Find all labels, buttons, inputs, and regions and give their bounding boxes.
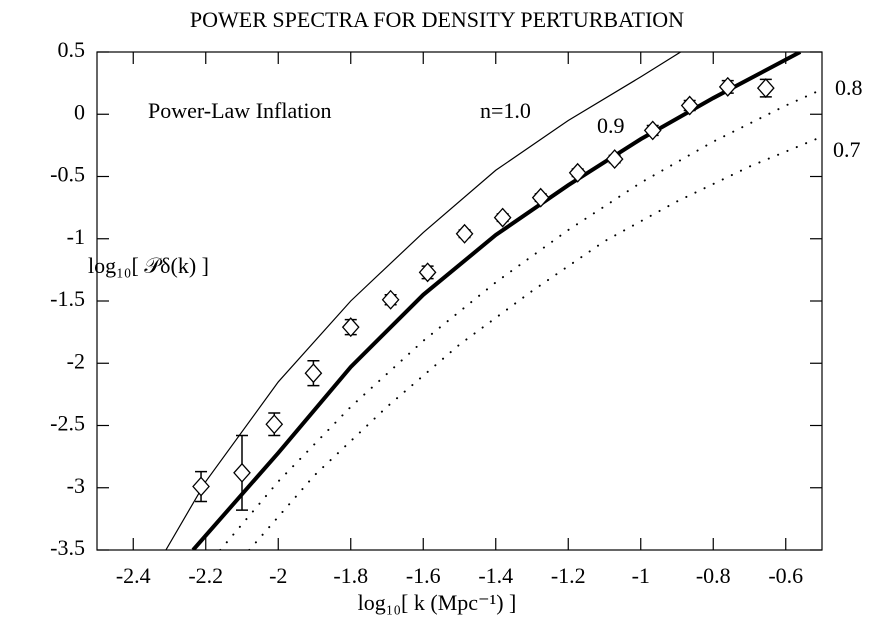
curve [165,52,681,550]
x-tick-label: -1.4 [478,563,513,588]
data-point [455,223,474,244]
x-tick-label: -0.6 [768,563,803,588]
y-tick-label: 0 [74,99,85,124]
chart-title: POWER SPECTRA FOR DENSITY PERTURBATION [190,7,684,32]
data-point [568,162,587,183]
x-tick-label: -2.2 [188,563,223,588]
data-point [418,262,437,283]
data-point [381,289,400,310]
curve [248,135,822,550]
y-tick-label: -1 [67,224,85,249]
curve [191,52,802,550]
x-tick-label: -2 [269,563,287,588]
data-point [680,95,699,116]
y-tick-label: -1.5 [50,286,85,311]
data-point [192,476,210,497]
x-tick-label: -1.2 [551,563,586,588]
x-axis-label: log₁₀[ k (Mpc⁻¹) ] [358,590,517,615]
data-point [531,187,550,208]
annotation: Power-Law Inflation [148,98,331,123]
curve [219,88,822,550]
y-axis-label: log₁₀[ 𝒫δ(k) ] [88,253,209,278]
data-point [643,120,662,141]
curve-label: 0.8 [835,75,863,100]
data-point [756,78,775,99]
data-point [265,414,284,435]
y-tick-label: -2 [67,348,85,373]
x-tick-label: -2.4 [116,563,151,588]
y-tick-label: 0.5 [58,37,86,62]
y-tick-label: -3 [67,473,85,498]
plot-frame [96,51,823,551]
curves [165,52,822,550]
data-point [233,462,251,483]
data-point [341,317,360,338]
x-tick-label: -1 [632,563,650,588]
curve-label: n=1.0 [480,98,531,123]
curve-label: 0.7 [833,137,861,162]
x-tick-label: -1.8 [333,563,368,588]
curve-label: 0.9 [597,113,625,138]
x-tick-label: -1.6 [406,563,441,588]
x-tick-label: -0.8 [696,563,731,588]
data-point [304,363,323,384]
data-point [605,149,624,170]
data-point [493,207,512,228]
data-point [718,76,737,97]
y-tick-label: -0.5 [50,162,85,187]
y-tick-label: -2.5 [50,411,85,436]
y-tick-label: -3.5 [50,535,85,560]
